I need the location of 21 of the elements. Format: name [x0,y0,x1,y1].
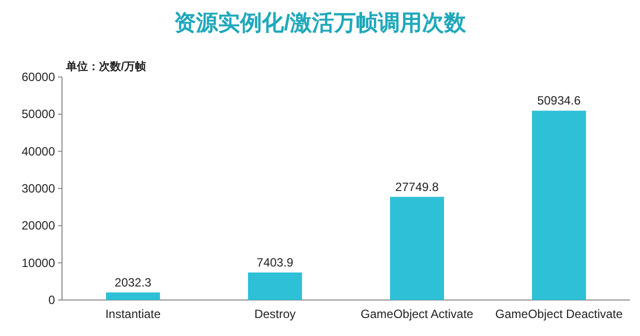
x-tick-label: GameObject Deactivate [495,307,624,321]
bar [390,196,444,300]
data-label: 50934.6 [537,94,582,108]
x-tick-label: GameObject Activate [360,307,474,321]
x-tick-label: Instantiate [105,307,162,321]
y-tick-label: 40000 [22,144,56,158]
y-axis-title: 单位：次数/万帧 [65,60,146,73]
y-tick-label: 50000 [22,107,56,122]
data-label: 2032.3 [114,275,152,290]
x-tick-label: Destroy [254,307,296,321]
y-tick-label: 20000 [22,218,56,233]
data-label: 7403.9 [256,255,294,270]
y-tick-label: 30000 [22,182,56,196]
y-tick-label: 10000 [22,256,56,270]
chart-title: 资源实例化/激活万帧调用次数 [174,10,468,35]
y-tick-label: 0 [48,293,56,307]
y-tick-label: 60000 [22,70,56,84]
bar [106,292,160,300]
data-label: 27749.8 [395,180,440,194]
bar [532,110,586,300]
bar [248,272,302,300]
